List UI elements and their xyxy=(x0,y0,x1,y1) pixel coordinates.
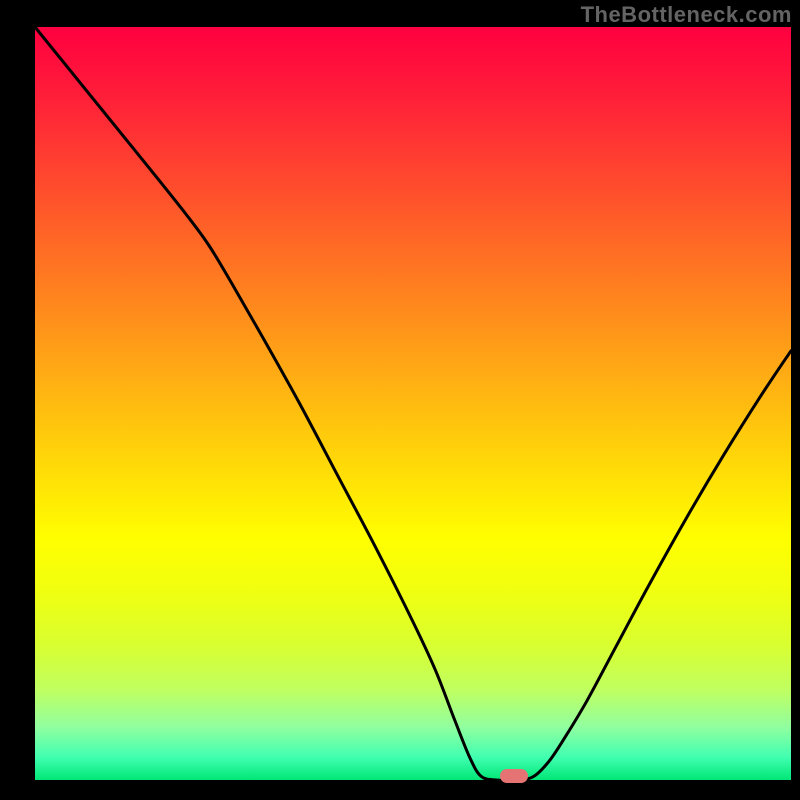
chart-svg xyxy=(0,0,800,800)
optimal-marker xyxy=(500,769,528,783)
bottleneck-chart: TheBottleneck.com xyxy=(0,0,800,800)
watermark: TheBottleneck.com xyxy=(581,2,792,28)
